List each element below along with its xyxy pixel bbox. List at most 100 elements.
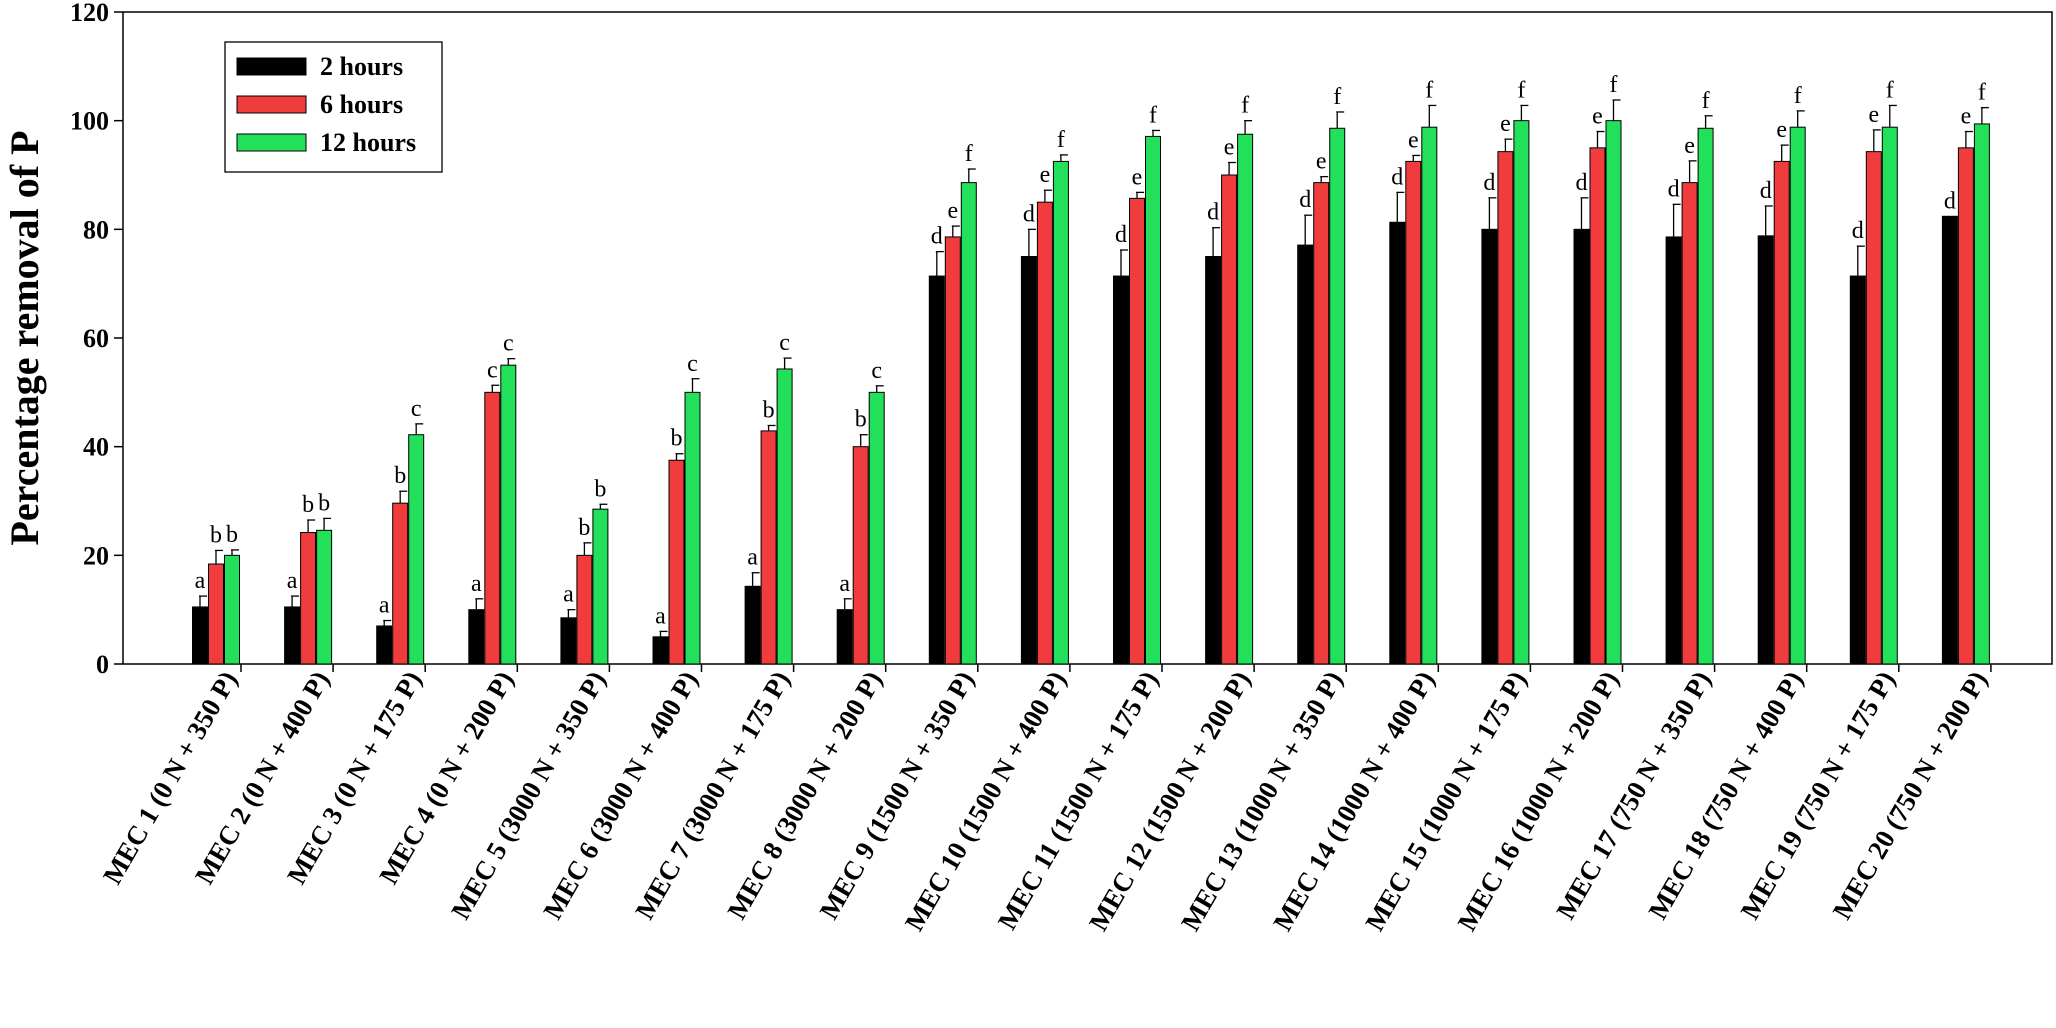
x-tick-label: MEC 10 (1500 N + 400 P) bbox=[899, 666, 1072, 936]
bar bbox=[1605, 120, 1622, 665]
bar bbox=[484, 391, 501, 665]
bar bbox=[1789, 126, 1806, 665]
bar bbox=[1481, 228, 1498, 665]
bar-group: def bbox=[1573, 72, 1622, 665]
significance-letter: e bbox=[1316, 149, 1327, 175]
significance-letter: e bbox=[1408, 127, 1419, 153]
bar bbox=[1697, 127, 1714, 665]
significance-letter: e bbox=[1224, 135, 1235, 161]
significance-letter: f bbox=[1057, 127, 1065, 153]
significance-letter: a bbox=[655, 603, 666, 629]
x-tick-label: MEC 11 (1500 N + 175 P) bbox=[992, 666, 1164, 935]
bar bbox=[1941, 215, 1958, 665]
bar-group: def bbox=[1849, 77, 1898, 665]
significance-letter: f bbox=[1978, 80, 1986, 106]
bar-group: d ef bbox=[1941, 80, 1990, 665]
y-tick-label: 60 bbox=[83, 324, 109, 353]
bar bbox=[208, 563, 224, 665]
significance-letter: d bbox=[1299, 187, 1311, 213]
significance-letter: f bbox=[965, 141, 973, 167]
significance-letter: d bbox=[1576, 170, 1588, 196]
bar bbox=[760, 430, 777, 665]
significance-letter: d bbox=[1944, 188, 1956, 214]
bar bbox=[1036, 201, 1053, 665]
bar bbox=[684, 391, 701, 665]
bar bbox=[928, 275, 945, 665]
bar bbox=[468, 609, 485, 665]
x-tick-label: MEC 16 (1000 N + 200 P) bbox=[1452, 666, 1625, 936]
bar bbox=[392, 502, 409, 665]
bar bbox=[1513, 120, 1530, 665]
bar bbox=[868, 391, 885, 665]
significance-letter: c bbox=[687, 351, 698, 377]
bar-group: def bbox=[1389, 77, 1438, 665]
significance-letter: e bbox=[1961, 104, 1972, 130]
legend-label: 6 hours bbox=[320, 90, 403, 119]
legend-swatch bbox=[236, 57, 307, 76]
bar bbox=[1237, 133, 1254, 665]
bar bbox=[592, 508, 609, 665]
significance-letter: b bbox=[578, 515, 590, 541]
bar-group: def bbox=[1665, 88, 1714, 665]
legend-label: 2 hours bbox=[320, 52, 403, 81]
significance-letter: e bbox=[1592, 104, 1603, 130]
significance-letter: d bbox=[1023, 201, 1035, 227]
bar bbox=[668, 459, 685, 665]
bar bbox=[1313, 182, 1330, 665]
significance-letter: a bbox=[563, 582, 574, 608]
bar bbox=[192, 606, 208, 665]
significance-letter: b bbox=[302, 492, 314, 518]
significance-letter: a bbox=[287, 568, 298, 594]
bar-group: def bbox=[1757, 83, 1806, 665]
bar-group: abc bbox=[836, 358, 885, 665]
significance-letter: e bbox=[1776, 117, 1787, 143]
significance-letter: f bbox=[1149, 102, 1157, 128]
y-tick-label: 80 bbox=[83, 215, 109, 244]
bar bbox=[1221, 174, 1238, 665]
bar-group: a cc bbox=[468, 331, 517, 665]
bar-group: abc bbox=[376, 396, 425, 665]
bar-group: def bbox=[1113, 102, 1161, 665]
significance-letter: e bbox=[1132, 164, 1143, 190]
bar bbox=[1205, 256, 1222, 665]
bar-group: a bb bbox=[560, 476, 609, 665]
significance-letter: d bbox=[1391, 164, 1403, 190]
x-tick-label: MEC 14 (1000 N + 400 P) bbox=[1267, 666, 1440, 936]
y-tick-label: 20 bbox=[83, 541, 109, 570]
bar-group: abc bbox=[652, 351, 701, 665]
y-tick-label: 120 bbox=[70, 0, 109, 27]
significance-letter: e bbox=[1500, 111, 1511, 137]
bar bbox=[1757, 235, 1774, 665]
bar bbox=[1389, 221, 1406, 665]
significance-letter: d bbox=[1852, 218, 1864, 244]
bar-group: d ef bbox=[1481, 77, 1530, 665]
bar bbox=[1421, 126, 1438, 665]
significance-letter: e bbox=[947, 198, 958, 224]
y-tick-label: 0 bbox=[96, 650, 109, 679]
significance-letter: d bbox=[1483, 170, 1495, 196]
bar-group: def bbox=[1020, 127, 1069, 665]
significance-letter: f bbox=[1702, 88, 1710, 114]
bar bbox=[1665, 236, 1682, 665]
bar bbox=[1145, 135, 1161, 665]
significance-letter: a bbox=[747, 545, 758, 571]
bar bbox=[316, 529, 333, 665]
y-tick-label: 100 bbox=[70, 107, 109, 136]
legend-swatch bbox=[236, 95, 307, 114]
significance-letter: b bbox=[594, 476, 606, 502]
significance-letter: f bbox=[1241, 93, 1249, 119]
significance-letter: f bbox=[1517, 77, 1525, 103]
significance-letter: a bbox=[471, 571, 482, 597]
bar bbox=[1297, 244, 1314, 665]
bar bbox=[1129, 197, 1145, 665]
bar bbox=[1113, 275, 1129, 665]
bar bbox=[852, 446, 869, 665]
bar bbox=[1957, 147, 1974, 665]
bar bbox=[744, 585, 761, 665]
significance-letter: b bbox=[210, 522, 222, 548]
bar bbox=[408, 434, 425, 665]
bar bbox=[1681, 182, 1698, 665]
